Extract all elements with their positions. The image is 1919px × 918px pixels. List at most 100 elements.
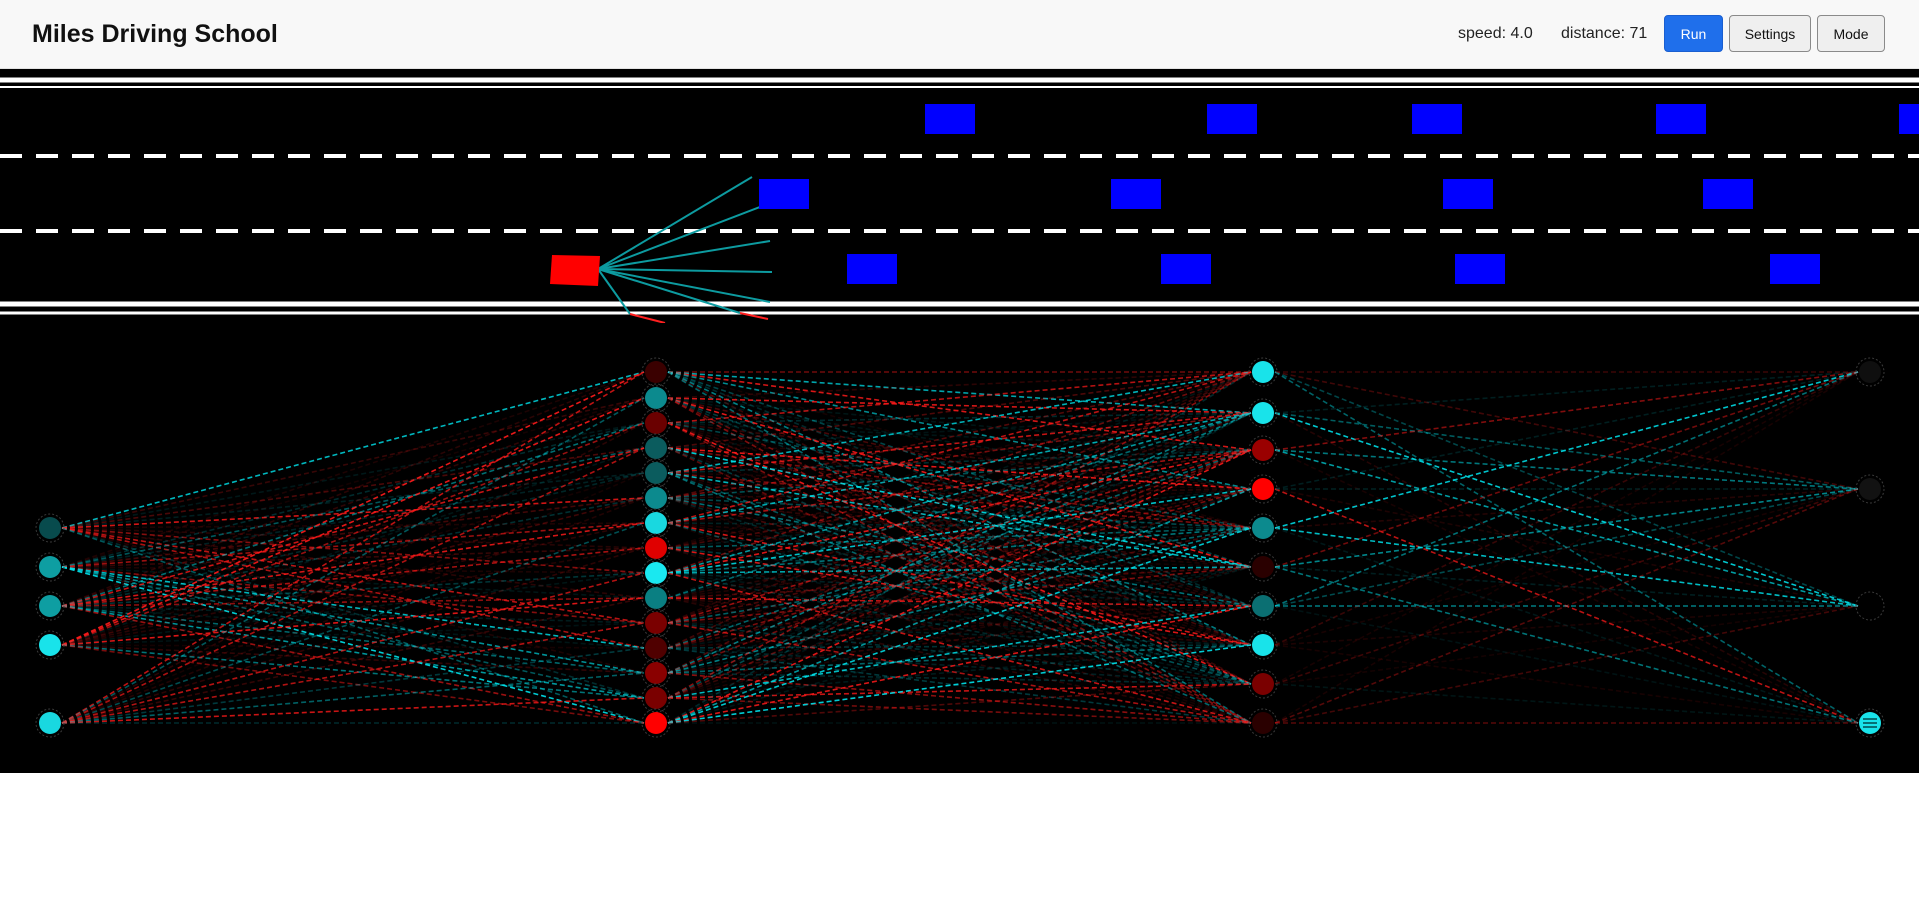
network-connection bbox=[667, 449, 1252, 524]
sensor-ray bbox=[597, 268, 631, 315]
network-connection bbox=[667, 412, 1252, 474]
network-connection bbox=[667, 371, 1252, 699]
network-node-outline bbox=[641, 357, 671, 387]
network-connection bbox=[667, 412, 1252, 674]
network-node bbox=[1252, 556, 1274, 578]
network-connection bbox=[667, 449, 1252, 599]
network-connection bbox=[667, 371, 1252, 549]
network-connection bbox=[667, 449, 1252, 699]
network-connection bbox=[667, 644, 1252, 724]
network-connection bbox=[1274, 488, 1859, 724]
network-connection bbox=[61, 522, 645, 724]
network-connection bbox=[667, 644, 1252, 699]
network-node-outline bbox=[1855, 591, 1885, 621]
network-connection bbox=[61, 566, 645, 599]
network-connection bbox=[667, 422, 1252, 724]
network-connection bbox=[1274, 683, 1859, 724]
network-connection bbox=[667, 488, 1252, 699]
network-node bbox=[1252, 361, 1274, 383]
network-connection bbox=[61, 527, 645, 599]
network-connection bbox=[61, 566, 645, 699]
network-connection bbox=[61, 497, 645, 646]
network-node-outline bbox=[1248, 630, 1278, 660]
network-connection bbox=[667, 397, 1252, 451]
network-connection bbox=[667, 371, 1252, 499]
speed-readout: speed: 4.0 bbox=[1458, 25, 1533, 42]
network-node-outline bbox=[1855, 474, 1885, 504]
network-connection bbox=[667, 447, 1252, 451]
network-connection bbox=[61, 566, 645, 649]
network-connection bbox=[667, 488, 1252, 574]
network-node-outline bbox=[35, 591, 65, 621]
network-node-outline bbox=[1855, 708, 1885, 738]
network-connection bbox=[1274, 371, 1859, 646]
mode-button[interactable]: Mode bbox=[1817, 15, 1885, 52]
traffic-car bbox=[1443, 179, 1493, 209]
network-connection bbox=[61, 371, 645, 607]
network-connection bbox=[1274, 605, 1859, 724]
network-node-outline bbox=[1248, 669, 1278, 699]
network-connection bbox=[667, 412, 1252, 624]
network-connection bbox=[667, 449, 1252, 474]
network-connection bbox=[1274, 371, 1859, 724]
network-connection bbox=[667, 371, 1252, 724]
network-connection bbox=[667, 488, 1252, 624]
network-connection bbox=[1274, 371, 1859, 724]
network-connection bbox=[61, 644, 645, 699]
network-connection bbox=[667, 697, 1252, 724]
network-connection bbox=[61, 497, 645, 529]
network-connection bbox=[667, 605, 1252, 699]
network-connection bbox=[667, 371, 1252, 414]
network-connection bbox=[667, 522, 1252, 724]
network-connection bbox=[667, 397, 1252, 607]
network-connection bbox=[667, 497, 1252, 607]
network-node bbox=[645, 487, 667, 509]
network-node bbox=[645, 712, 667, 734]
network-connection bbox=[667, 449, 1252, 649]
network-connection bbox=[61, 547, 645, 646]
traffic-car bbox=[1455, 254, 1505, 284]
network-connection bbox=[667, 397, 1252, 490]
settings-button[interactable]: Settings bbox=[1729, 15, 1811, 52]
network-connection bbox=[667, 527, 1252, 674]
sensor-ray bbox=[597, 268, 741, 314]
network-node bbox=[645, 537, 667, 559]
network-connection bbox=[61, 447, 645, 568]
network-connection bbox=[667, 412, 1252, 574]
network-connection bbox=[61, 472, 645, 529]
network-connection bbox=[61, 447, 645, 607]
network-connection bbox=[667, 412, 1252, 699]
network-connection bbox=[667, 447, 1252, 685]
network-connection bbox=[61, 672, 645, 724]
network-connection bbox=[1274, 644, 1859, 724]
network-connection bbox=[61, 527, 645, 624]
network-connection bbox=[667, 522, 1252, 607]
network-connection bbox=[667, 371, 1252, 451]
network-node bbox=[645, 612, 667, 634]
network-connection bbox=[61, 547, 645, 568]
run-button[interactable]: Run bbox=[1664, 15, 1723, 52]
network-connection bbox=[667, 371, 1252, 424]
network-connection bbox=[667, 527, 1252, 724]
network-node bbox=[1252, 439, 1274, 461]
network-connection bbox=[61, 422, 645, 724]
network-connection bbox=[61, 447, 645, 529]
network-connection bbox=[61, 572, 645, 724]
sensor-ray bbox=[597, 268, 773, 273]
network-connection bbox=[61, 566, 645, 624]
network-connection bbox=[667, 605, 1252, 724]
network-connection bbox=[667, 644, 1252, 649]
network-connection bbox=[667, 472, 1252, 685]
network-connection bbox=[667, 572, 1252, 646]
network-node-outline bbox=[1855, 357, 1885, 387]
network-connection bbox=[61, 605, 645, 649]
network-connection bbox=[667, 566, 1252, 724]
network-connection bbox=[667, 412, 1252, 449]
traffic-car bbox=[1703, 179, 1753, 209]
network-connection bbox=[61, 622, 645, 724]
network-connection bbox=[667, 371, 1252, 646]
network-node bbox=[1859, 595, 1881, 617]
network-node-outline bbox=[35, 630, 65, 660]
network-connection bbox=[667, 472, 1252, 568]
network-connection bbox=[61, 547, 645, 607]
